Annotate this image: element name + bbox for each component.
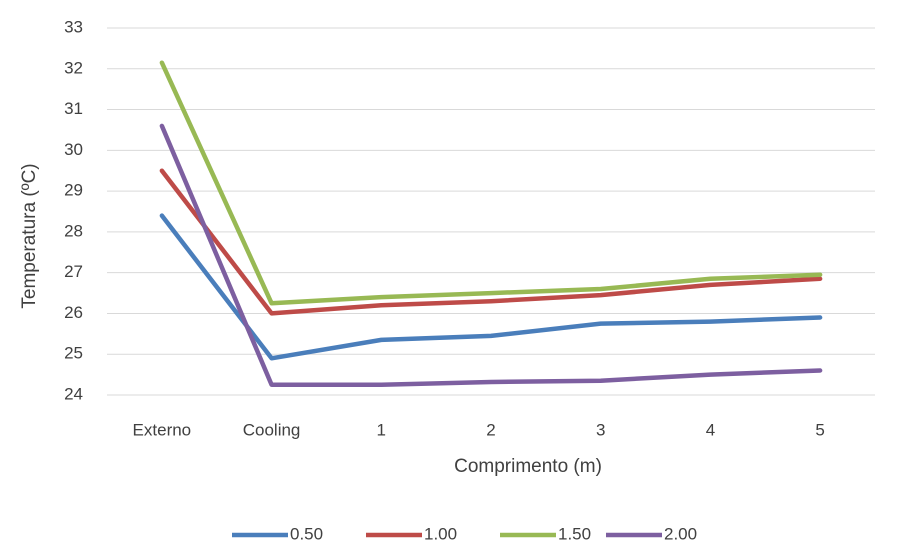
series-line-1.00 bbox=[159, 168, 823, 316]
y-tick-label: 24 bbox=[64, 384, 83, 403]
legend-label: 0.50 bbox=[290, 524, 323, 543]
y-tick-label: 31 bbox=[64, 99, 83, 118]
series-line-0.50 bbox=[159, 213, 823, 361]
y-tick-label: 26 bbox=[64, 303, 83, 322]
series-line-1.50 bbox=[159, 60, 823, 306]
legend: 0.50 1.00 1.50 2.00 bbox=[232, 524, 697, 543]
y-tick-label: 29 bbox=[64, 181, 83, 200]
x-axis-ticks: Externo Cooling 1 2 3 4 5 bbox=[133, 420, 825, 439]
x-tick-label: 1 bbox=[377, 420, 386, 439]
x-tick-label: Externo bbox=[133, 420, 192, 439]
x-axis-title: Comprimento (m) bbox=[454, 456, 602, 477]
x-tick-label: 4 bbox=[706, 420, 715, 439]
legend-label: 1.00 bbox=[424, 524, 457, 543]
y-tick-label: 25 bbox=[64, 344, 83, 363]
y-tick-label: 30 bbox=[64, 140, 83, 159]
series-lines bbox=[159, 60, 823, 388]
x-tick-label: Cooling bbox=[243, 420, 301, 439]
y-axis-ticks: 24 25 26 27 28 29 30 31 32 33 bbox=[64, 17, 83, 403]
x-tick-label: 3 bbox=[596, 420, 605, 439]
y-tick-label: 33 bbox=[64, 17, 83, 36]
x-tick-label: 5 bbox=[815, 420, 824, 439]
y-tick-label: 27 bbox=[64, 262, 83, 281]
y-tick-label: 32 bbox=[64, 58, 83, 77]
y-axis-title: Temperatura (ºC) bbox=[19, 163, 40, 308]
series-line-2.00 bbox=[159, 123, 823, 388]
legend-label: 2.00 bbox=[664, 524, 697, 543]
legend-label: 1.50 bbox=[558, 524, 591, 543]
x-tick-label: 2 bbox=[486, 420, 495, 439]
y-tick-label: 28 bbox=[64, 221, 83, 240]
